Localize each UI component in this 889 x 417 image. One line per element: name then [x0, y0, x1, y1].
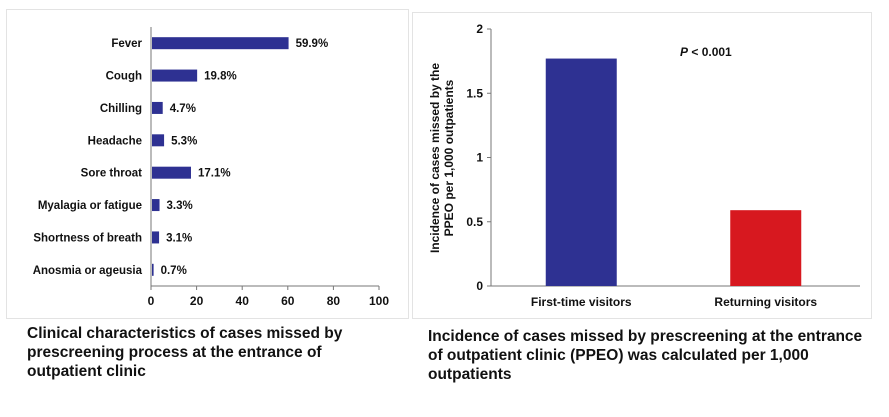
data-label: 59.9%	[296, 38, 329, 50]
x-tick-label: 0	[148, 294, 155, 308]
bar	[152, 101, 163, 114]
y-tick-label: 1	[476, 151, 483, 165]
category-label: Shortness of breath	[33, 232, 142, 244]
category-label: Chilling	[100, 103, 142, 115]
y-tick-label: 2	[476, 22, 483, 36]
bar	[730, 210, 802, 286]
category-label: Anosmia or ageusia	[33, 265, 143, 277]
data-label: 3.1%	[166, 232, 192, 244]
bar	[152, 199, 160, 212]
x-tick-label: 100	[369, 294, 389, 308]
bar	[152, 69, 198, 82]
category-label: Myalagia or fatigue	[38, 200, 142, 212]
data-label: 4.7%	[170, 103, 196, 115]
left-chart-caption: Clinical characteristics of cases missed…	[27, 325, 343, 380]
category-label: First-time visitors	[531, 295, 632, 309]
data-label: 3.3%	[167, 200, 193, 212]
y-axis-label-line: PPEO per 1,000 outpatients	[442, 79, 456, 236]
data-label: 5.3%	[171, 135, 197, 147]
p-value-text: < 0.001	[688, 45, 732, 59]
category-label: Sore throat	[81, 168, 143, 180]
p-symbol: P	[680, 45, 689, 59]
category-label: Returning visitors	[714, 295, 817, 309]
bar	[152, 263, 154, 276]
right-chart-caption: Incidence of cases missed by prescreenin…	[428, 328, 863, 383]
x-tick-label: 40	[236, 294, 250, 308]
y-tick-label: 0	[476, 279, 483, 293]
data-label: 19.8%	[204, 71, 237, 83]
p-value-annotation: P < 0.001	[680, 45, 732, 59]
category-label: Headache	[88, 135, 142, 147]
bar	[545, 58, 617, 287]
x-tick-label: 20	[190, 294, 204, 308]
y-tick-label: 0.5	[466, 215, 483, 229]
y-axis-label: Incidence of cases missed by thePPEO per…	[428, 63, 456, 253]
category-label: Cough	[106, 71, 142, 83]
y-axis-label-line: Incidence of cases missed by the	[428, 63, 442, 253]
data-label: 17.1%	[198, 168, 231, 180]
left-chart-panel	[6, 9, 409, 319]
category-label: Fever	[111, 38, 142, 50]
x-tick-label: 60	[281, 294, 295, 308]
bar	[152, 134, 165, 147]
data-label: 0.7%	[161, 265, 187, 277]
bar	[152, 37, 289, 50]
bar	[152, 166, 191, 179]
bar	[152, 231, 160, 244]
y-tick-label: 1.5	[466, 86, 483, 100]
x-tick-label: 80	[327, 294, 341, 308]
